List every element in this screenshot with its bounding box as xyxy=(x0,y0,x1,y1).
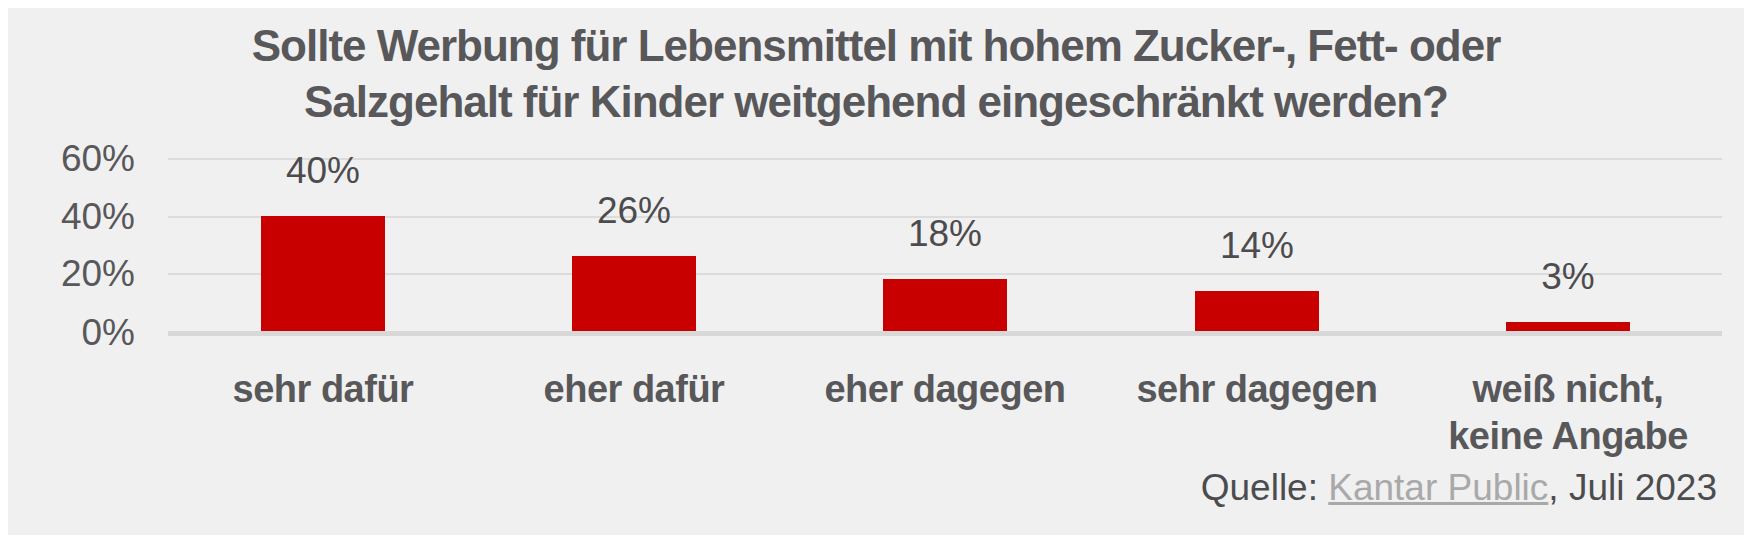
y-axis-tick-40: 40% xyxy=(0,196,135,238)
source-note: Quelle: Kantar Public, Juli 2023 xyxy=(1201,466,1717,510)
x-axis-label-sehr-dafuer: sehr dafür xyxy=(167,366,479,413)
y-axis-tick-20: 20% xyxy=(0,253,135,295)
bar xyxy=(883,279,1007,331)
bar xyxy=(261,216,385,331)
source-link[interactable]: Kantar Public xyxy=(1328,467,1548,508)
value-label: 40% xyxy=(167,150,479,192)
y-axis-tick-0: 0% xyxy=(0,312,135,354)
value-label: 26% xyxy=(478,190,790,232)
value-label: 18% xyxy=(789,213,1101,255)
bar xyxy=(1506,322,1630,331)
x-axis-label-sehr-dagegen: sehr dagegen xyxy=(1101,366,1413,413)
value-label: 14% xyxy=(1101,225,1413,267)
value-label: 3% xyxy=(1412,256,1724,298)
source-prefix: Quelle: xyxy=(1201,467,1329,508)
bar xyxy=(572,256,696,331)
x-axis-label-eher-dafuer: eher dafür xyxy=(478,366,790,413)
chart-title-line-2: Salzgehalt für Kinder weitgehend eingesc… xyxy=(8,74,1744,130)
x-axis-baseline xyxy=(168,331,1722,336)
source-suffix: , Juli 2023 xyxy=(1548,467,1717,508)
x-axis-label-eher-dagegen: eher dagegen xyxy=(789,366,1101,413)
y-axis-tick-60: 60% xyxy=(0,138,135,180)
chart-title: Sollte Werbung für Lebensmittel mit hohe… xyxy=(8,18,1744,130)
bar-chart: Sollte Werbung für Lebensmittel mit hohe… xyxy=(0,0,1752,543)
bar xyxy=(1195,291,1319,331)
chart-title-line-1: Sollte Werbung für Lebensmittel mit hohe… xyxy=(8,18,1744,74)
x-axis-label-weiss-nicht: weiß nicht, keine Angabe xyxy=(1412,366,1724,460)
